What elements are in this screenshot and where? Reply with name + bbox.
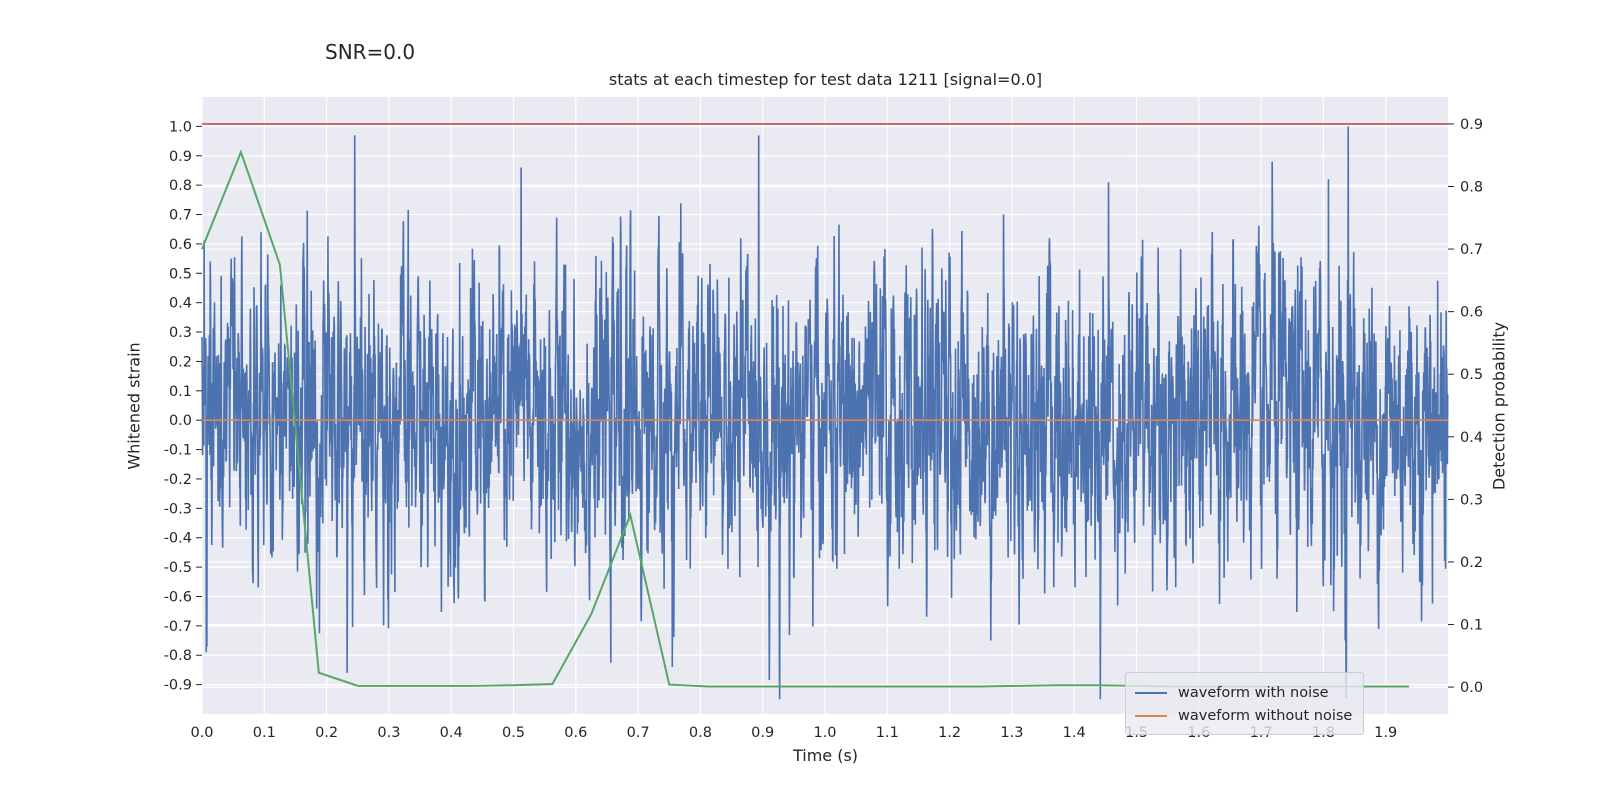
legend-label-noisy: waveform with noise [1178, 685, 1329, 701]
y-tick-right-label: 0.9 [1460, 117, 1483, 133]
y-tick-left-label: -0.4 [164, 531, 192, 547]
y-axis-right-label: Detection probability [1489, 321, 1509, 491]
y-tick-right-label: 0.2 [1460, 555, 1483, 571]
y-tick-left-label: -0.3 [164, 501, 192, 517]
legend-label-clean: waveform without noise [1178, 708, 1353, 724]
x-tick-label: 0.7 [627, 725, 650, 741]
x-tick-label: 0.9 [751, 725, 774, 741]
x-tick-label: 0.4 [440, 725, 463, 741]
x-tick-label: 0.3 [377, 725, 400, 741]
x-tick-label: 0.6 [564, 725, 587, 741]
y-tick-left-label: 1.0 [169, 119, 192, 135]
y-tick-left-label: -0.1 [164, 443, 192, 459]
y-tick-left-label: 0.4 [169, 296, 192, 312]
x-tick-label: 1.1 [876, 725, 899, 741]
y-tick-left-label: 0.9 [169, 149, 192, 165]
x-tick-label: 0.1 [253, 725, 276, 741]
y-tick-left-label: 0.0 [169, 413, 192, 429]
y-tick-left-label: 0.6 [169, 237, 192, 253]
y-tick-right-label: 0.7 [1460, 242, 1483, 258]
x-tick-label: 1.2 [938, 725, 961, 741]
legend-item-noisy: waveform with noise [1135, 683, 1329, 703]
y-tick-left-label: 0.1 [169, 384, 192, 400]
y-axis-left-label: Whitened strain [124, 342, 144, 470]
y-tick-left-label: -0.2 [164, 472, 192, 488]
y-tick-left-label: -0.8 [164, 648, 192, 664]
y-tick-right-label: 0.5 [1460, 367, 1483, 383]
plot-title: stats at each timestep for test data 121… [608, 70, 1043, 89]
y-tick-left-label: 0.8 [169, 178, 192, 194]
y-tick-left-label: 0.7 [169, 208, 192, 224]
y-axis-right-ticks: 0.9 0.8 0.7 0.6 0.5 0.4 0.3 0.2 0.1 0.0 [1448, 117, 1483, 696]
figure-suptitle: SNR=0.0 [325, 40, 416, 64]
y-tick-left-label: -0.7 [164, 619, 192, 635]
y-tick-left-label: -0.5 [164, 560, 192, 576]
y-tick-right-label: 0.6 [1460, 305, 1483, 321]
x-tick-label: 0.8 [689, 725, 712, 741]
y-tick-left-label: -0.9 [164, 678, 192, 694]
legend-swatch-clean [1135, 715, 1167, 717]
y-tick-right-label: 0.8 [1460, 179, 1483, 195]
y-tick-left-label: -0.6 [164, 589, 192, 605]
grid-lines [201, 97, 1448, 714]
x-tick-label: 0.5 [502, 725, 525, 741]
y-tick-right-label: 0.0 [1460, 680, 1483, 696]
x-tick-label: 1.9 [1374, 725, 1397, 741]
x-tick-label: 1.0 [813, 725, 836, 741]
x-tick-label: 1.3 [1000, 725, 1023, 741]
y-axis-left-ticks: 1.0 0.9 0.8 0.7 0.6 0.5 0.4 0.3 0.2 0.1 0.0 -0.1 -0.… [164, 119, 202, 694]
legend-swatch-noisy [1135, 692, 1167, 694]
y-tick-left-label: 0.5 [169, 266, 192, 282]
legend-item-clean: waveform without noise [1135, 706, 1352, 726]
y-tick-right-label: 0.3 [1460, 492, 1483, 508]
y-tick-left-label: 0.3 [169, 325, 192, 341]
x-axis-label: Time (s) [792, 746, 859, 765]
y-tick-right-label: 0.4 [1460, 430, 1483, 446]
x-tick-label: 0.2 [315, 725, 338, 741]
x-tick-label: 0.0 [190, 725, 213, 741]
y-tick-right-label: 0.1 [1460, 618, 1483, 634]
legend: waveform with noise waveform without noi… [1125, 672, 1364, 735]
y-tick-left-label: 0.2 [169, 354, 192, 370]
x-tick-label: 1.4 [1063, 725, 1086, 741]
